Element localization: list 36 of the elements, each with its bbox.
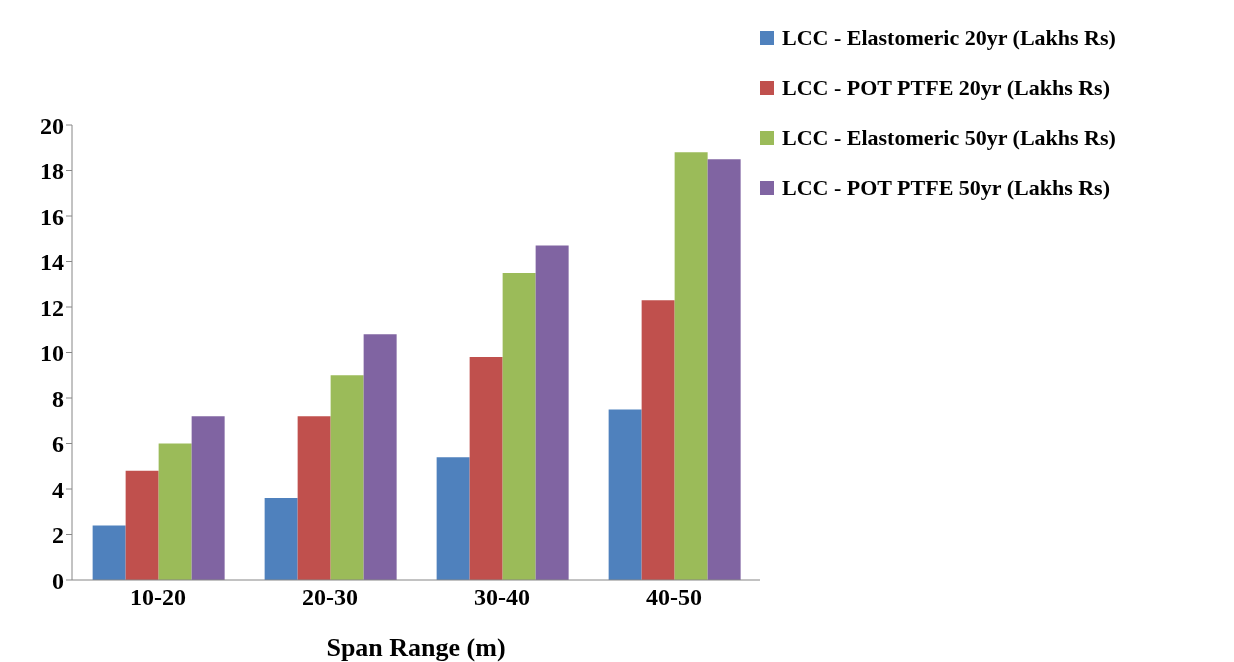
- bar: [363, 334, 397, 580]
- bar: [641, 300, 675, 580]
- bar: [297, 416, 331, 580]
- bar: [125, 470, 159, 580]
- x-tick-label: 10-20: [130, 584, 186, 611]
- y-tick-label: 0: [52, 567, 64, 594]
- legend-label: LCC - POT PTFE 50yr (Lakhs Rs): [782, 175, 1111, 201]
- bar: [158, 443, 192, 580]
- bar: [436, 457, 470, 580]
- bar: [608, 409, 642, 580]
- bar: [535, 245, 569, 580]
- bar: [191, 416, 225, 580]
- bar: [707, 159, 741, 580]
- y-tick-label: 12: [40, 294, 64, 321]
- legend-label: LCC - Elastomeric 50yr (Lakhs Rs): [782, 125, 1116, 151]
- y-tick-label: 20: [40, 112, 64, 139]
- y-tick-label: 16: [40, 203, 64, 230]
- bar: [502, 272, 536, 580]
- y-tick-label: 4: [52, 476, 64, 503]
- bar: [674, 152, 708, 580]
- y-tick-label: 10: [40, 340, 64, 367]
- y-tick-label: 8: [52, 385, 64, 412]
- bar: [264, 498, 298, 580]
- y-tick-label: 2: [52, 522, 64, 549]
- legend-label: LCC - POT PTFE 20yr (Lakhs Rs): [782, 75, 1111, 101]
- x-tick-label: 20-30: [302, 584, 358, 611]
- bar: [469, 357, 503, 580]
- x-axis-title: Span Range (m): [326, 633, 506, 662]
- bar: [92, 525, 126, 580]
- legend-label: LCC - Elastomeric 20yr (Lakhs Rs): [782, 25, 1116, 51]
- x-tick-label: 30-40: [474, 584, 530, 611]
- y-tick-label: 6: [52, 431, 64, 458]
- bar: [330, 375, 364, 580]
- y-tick-label: 14: [40, 249, 64, 276]
- y-tick-label: 18: [40, 158, 64, 185]
- x-tick-label: 40-50: [646, 584, 702, 611]
